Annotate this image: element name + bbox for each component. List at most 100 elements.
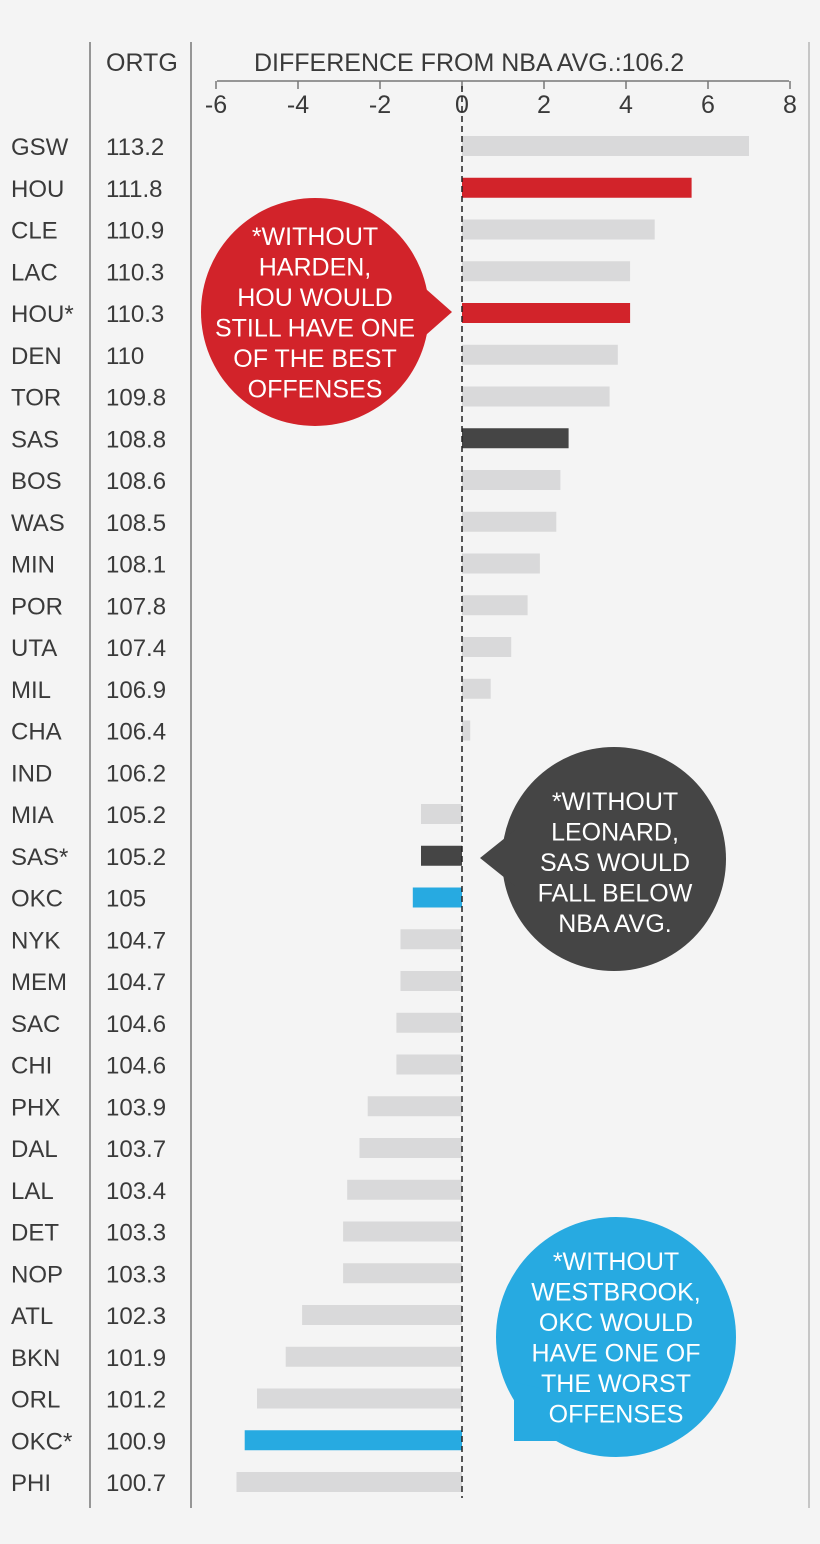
team-label: CHA	[11, 719, 62, 746]
sas-callout-pointer	[480, 830, 515, 886]
team-label: BOS	[11, 468, 62, 495]
okc-callout-pointer	[514, 1382, 560, 1441]
team-label: GSW	[11, 134, 69, 161]
callout-line: HARDEN,	[259, 254, 372, 282]
team-label: HOU*	[11, 301, 74, 328]
team-label: DAL	[11, 1136, 58, 1163]
ortg-value: 101.2	[106, 1387, 166, 1414]
x-tick-label: 8	[783, 91, 797, 119]
bar-mem	[400, 971, 462, 991]
bar-mia	[421, 804, 462, 824]
ortg-value: 105.2	[106, 844, 166, 871]
callout-line: OF THE BEST	[233, 345, 396, 373]
bar-hou	[462, 177, 692, 198]
team-label: UTA	[11, 635, 57, 662]
team-label: POR	[11, 593, 63, 620]
team-label: LAL	[11, 1178, 54, 1205]
team-label: CHI	[11, 1053, 52, 1080]
ortg-value: 106.2	[106, 760, 166, 787]
team-label: MIL	[11, 677, 51, 704]
bar-nyk	[400, 929, 462, 950]
bar-lac	[462, 261, 631, 282]
callout-line: OFFENSES	[248, 376, 383, 404]
ortg-value: 104.6	[106, 1011, 166, 1038]
callout-line: NBA AVG.	[558, 910, 671, 938]
ortg-value: 103.4	[106, 1178, 166, 1205]
team-label: WAS	[11, 510, 65, 537]
ortg-value: 113.2	[106, 134, 164, 161]
bar-min	[462, 553, 540, 574]
ortg-value: 107.8	[106, 593, 166, 620]
team-label: NOP	[11, 1261, 63, 1288]
ortg-value: 104.6	[106, 1053, 166, 1080]
ortg-value: 110.3	[106, 259, 164, 286]
ortg-value: 100.9	[106, 1428, 166, 1455]
team-label: NYK	[11, 927, 60, 954]
ortg-value: 110	[106, 343, 144, 370]
hou-callout-bubble	[201, 198, 429, 426]
ortg-value: 108.6	[106, 468, 166, 495]
team-label: MIN	[11, 552, 55, 579]
team-label: HOU	[11, 176, 64, 203]
callout-line: HAVE ONE OF	[531, 1340, 700, 1368]
bar-cha	[462, 720, 471, 741]
bar-gsw	[462, 136, 749, 156]
ortg-value: 102.3	[106, 1303, 166, 1330]
x-tick-label: -4	[287, 91, 309, 119]
bar-phi	[236, 1472, 462, 1492]
callout-line: SAS WOULD	[540, 849, 690, 877]
team-label: MEM	[11, 969, 67, 996]
ortg-value: 101.9	[106, 1345, 166, 1372]
team-label: DET	[11, 1220, 59, 1247]
team-label: SAC	[11, 1011, 60, 1038]
bar-uta	[462, 637, 512, 657]
ortg-header: ORTG	[106, 49, 178, 77]
team-label: OKC*	[11, 1428, 72, 1455]
callout-line: THE WORST	[541, 1370, 691, 1398]
ortg-value: 106.4	[106, 719, 166, 746]
callout-line: STILL HAVE ONE	[215, 315, 415, 343]
ortg-value: 108.8	[106, 426, 166, 453]
team-label: IND	[11, 760, 52, 787]
team-label: DEN	[11, 343, 62, 370]
x-tick-label: 6	[701, 91, 715, 119]
ortg-value: 110.9	[106, 218, 164, 245]
bar-den	[462, 344, 618, 365]
team-label: PHX	[11, 1094, 60, 1121]
ortg-value: 103.3	[106, 1261, 166, 1288]
ortg-value: 104.7	[106, 969, 166, 996]
bar-okc-alt	[244, 1430, 462, 1451]
sas-callout-bubble	[502, 747, 726, 971]
team-label: OKC	[11, 886, 63, 913]
bar-sas-alt	[421, 845, 462, 866]
ortg-value: 108.5	[106, 510, 166, 537]
ortg-value: 103.7	[106, 1136, 166, 1163]
team-label: SAS*	[11, 844, 68, 871]
bar-chi	[396, 1054, 462, 1075]
ortg-value: 107.4	[106, 635, 166, 662]
bar-tor	[462, 386, 610, 407]
team-label: SAS	[11, 426, 59, 453]
callout-line: OKC WOULD	[539, 1309, 693, 1337]
bar-mil	[462, 678, 491, 699]
bar-dal	[359, 1138, 462, 1158]
callout-line: WESTBROOK,	[531, 1279, 700, 1307]
bar-atl	[302, 1305, 462, 1325]
team-label: BKN	[11, 1345, 60, 1372]
bar-por	[462, 595, 528, 616]
bar-sas	[462, 428, 569, 449]
team-rows: GSW 113.2 HOU 111.8 CLE 110.9 LAC 110.3 HOU* 110.…	[11, 134, 166, 1497]
ortg-value: 108.1	[106, 552, 166, 579]
callout-line: OFFENSES	[549, 1401, 684, 1429]
callout-line: *WITHOUT	[252, 223, 378, 251]
x-tick-label: 2	[537, 91, 551, 119]
ortg-value: 100.7	[106, 1470, 166, 1497]
team-label: PHI	[11, 1470, 51, 1497]
ortg-value: 109.8	[106, 385, 166, 412]
bar-nop	[343, 1263, 462, 1284]
team-label: CLE	[11, 218, 58, 245]
team-label: ORL	[11, 1387, 60, 1414]
callout-line: LEONARD,	[551, 819, 679, 847]
